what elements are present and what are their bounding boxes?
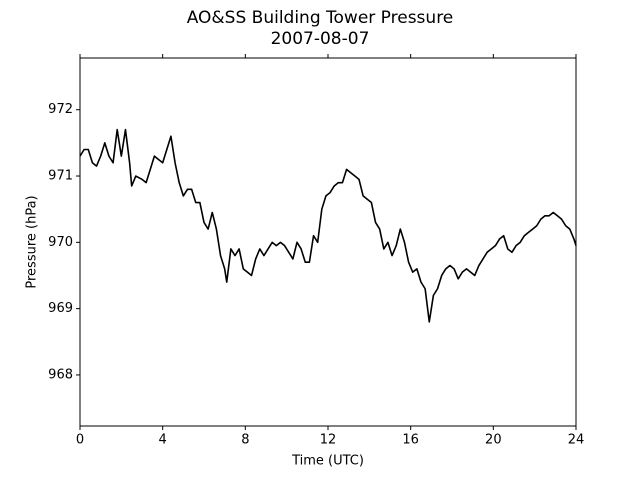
plot-frame [79,57,577,427]
x-tick-label: 8 [241,433,249,448]
x-tick-label: 12 [320,433,337,448]
y-tick-label: 968 [48,367,73,382]
y-tick-label: 969 [48,301,73,316]
x-tick-label: 20 [485,433,502,448]
x-tick-label: 16 [402,433,419,448]
x-axis-label: Time (UTC) [291,454,364,469]
chart-title: AO&SS Building Tower Pressure [187,8,454,28]
x-tick-label: 24 [568,433,585,448]
pressure-line [79,128,577,323]
y-axis-label: Pressure (hPa) [25,195,40,288]
chart-subtitle: 2007-08-07 [271,29,370,49]
x-tick-label: 4 [159,433,167,448]
y-tick-label: 971 [48,169,73,184]
y-tick-label: 970 [48,235,73,250]
y-tick-label: 972 [48,102,73,117]
x-tick-label: 0 [76,433,84,448]
